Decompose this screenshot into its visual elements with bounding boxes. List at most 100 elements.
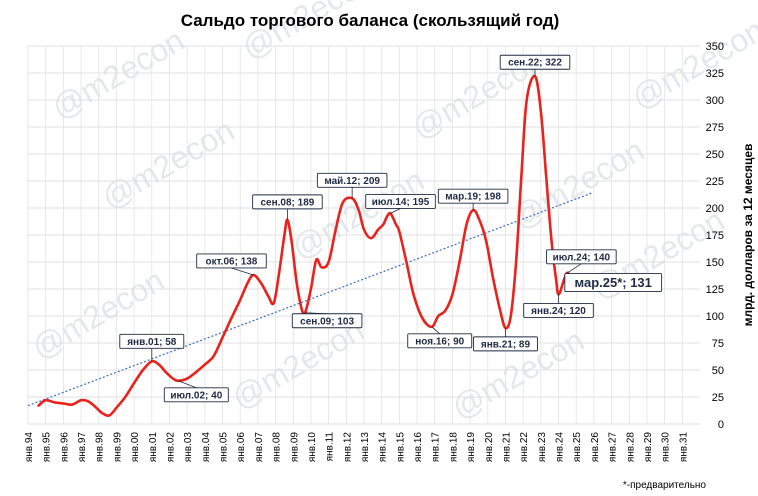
x-tick-label: янв.08 — [272, 432, 283, 463]
x-tick-label: янв.28 — [625, 432, 636, 463]
x-axis: янв.94 янв.95 янв.96 янв.97 янв.98 янв.99 янв.… — [24, 432, 689, 463]
x-tick-label: янв.24 — [555, 432, 566, 463]
x-tick-label: янв.15 — [395, 432, 406, 463]
chart-title: Сальдо торгового баланса (скользящий год… — [181, 11, 560, 30]
annotation-box — [546, 249, 617, 265]
watermark-text: @m2econ — [236, 0, 381, 66]
y-tick-label: 125 — [706, 284, 724, 296]
y-tick-label: 25 — [712, 392, 724, 404]
annotation-box — [196, 253, 267, 269]
watermark-text: @m2econ — [46, 22, 191, 126]
x-tick-label: янв.23 — [537, 432, 548, 463]
x-tick-label: янв.00 — [130, 432, 141, 463]
y-tick-label: 325 — [706, 68, 724, 80]
x-tick-label: янв.02 — [165, 432, 176, 463]
y-tick-label: 225 — [706, 176, 724, 188]
annotation-leader — [178, 380, 197, 389]
annotation-box — [407, 333, 473, 349]
x-tick-label: янв.04 — [201, 432, 212, 463]
y-tick-label: 75 — [712, 338, 724, 350]
x-tick-label: янв.19 — [466, 432, 477, 463]
annotation-label: окт.06; 138 — [206, 256, 258, 267]
x-tick-label: янв.97 — [77, 432, 88, 463]
annotation-box — [119, 333, 185, 349]
x-tick-label: янв.27 — [608, 432, 619, 463]
x-tick-label: янв.14 — [378, 432, 389, 463]
y-tick-label: 175 — [706, 230, 724, 242]
x-tick-label: янв.07 — [254, 432, 265, 463]
x-tick-label: янв.10 — [307, 432, 318, 463]
x-tick-label: янв.11 — [325, 432, 336, 462]
y-tick-label: 350 — [706, 41, 724, 53]
x-tick-label: янв.12 — [342, 432, 353, 463]
annotation-box — [316, 172, 388, 188]
annotation-box — [291, 313, 363, 329]
x-tick-label: янв.29 — [643, 432, 654, 463]
annotation-box — [365, 193, 436, 209]
x-tick-label: янв.25 — [572, 432, 583, 463]
annotation-box — [473, 336, 538, 352]
annotation-label: мар.19; 198 — [445, 192, 501, 203]
x-tick-label: янв.06 — [236, 432, 247, 463]
annotation-box — [523, 302, 594, 318]
y-axis-label: млрд. долларов за 12 месяцев — [741, 144, 755, 327]
x-tick-label: янв.03 — [183, 432, 194, 463]
watermark-text: @m2econ — [26, 262, 171, 366]
annotation-label: июл.24; 140 — [553, 252, 611, 263]
x-tick-label: янв.20 — [484, 432, 495, 463]
x-tick-label: янв.95 — [42, 432, 53, 463]
x-tick-label: янв.05 — [219, 432, 230, 463]
annotation-label: сен.08; 189 — [260, 197, 314, 208]
watermark-text: @m2econ — [626, 12, 758, 116]
annotation-box — [252, 194, 323, 210]
x-tick-label: янв.30 — [661, 432, 672, 463]
annotation-leader — [567, 263, 582, 274]
y-tick-label: 150 — [706, 257, 724, 269]
annotation-leader — [231, 267, 254, 276]
annotation-leader — [390, 208, 401, 214]
x-tick-label: янв.96 — [59, 432, 70, 463]
annotation-leader — [431, 326, 440, 335]
x-tick-label: янв.18 — [448, 432, 459, 463]
series-layer — [37, 74, 581, 417]
annotation-label: май.12; 209 — [324, 176, 380, 187]
annotation-label: сен.22; 322 — [508, 58, 562, 69]
x-tick-label: янв.31 — [678, 432, 689, 463]
x-tick-label: янв.94 — [24, 432, 35, 463]
annotation-label: ноя.16; 90 — [415, 336, 464, 347]
annotation-box — [437, 188, 509, 204]
annotation-label: янв.01; 58 — [127, 337, 177, 348]
x-tick-label: янв.09 — [289, 432, 300, 463]
annotation-label: мар.25*; 131 — [575, 275, 652, 290]
x-tick-label: янв.13 — [360, 432, 371, 463]
annotation-label: янв.24; 120 — [531, 306, 586, 317]
annotation-label: янв.21; 89 — [481, 339, 531, 350]
watermark-text: @m2econ — [506, 132, 651, 236]
y-tick-label: 275 — [706, 122, 724, 134]
x-tick-label: янв.98 — [95, 432, 106, 463]
footnote: *-предварительно — [623, 480, 707, 491]
y-tick-label: 200 — [706, 203, 724, 215]
x-tick-label: янв.99 — [112, 432, 123, 463]
grid-lines — [27, 45, 700, 425]
x-tick-label: янв.22 — [519, 432, 530, 463]
annotation-box — [499, 54, 571, 70]
y-tick-label: 50 — [712, 365, 724, 377]
series-line — [37, 74, 581, 417]
y-tick-label: 100 — [706, 311, 724, 323]
x-tick-label: янв.16 — [413, 432, 424, 463]
annotation-label: сен.09; 103 — [300, 316, 354, 327]
y-tick-label: 250 — [706, 149, 724, 161]
annotation-box — [163, 387, 229, 403]
trend-line-layer — [27, 192, 593, 407]
y-axis: 0 25 50 75 100 125 150 175 200 225 250 275 300 325 350 — [706, 41, 724, 431]
y-tick-label: 300 — [706, 95, 724, 107]
x-tick-label: янв.01 — [148, 432, 159, 463]
x-tick-label: янв.21 — [501, 432, 512, 463]
y-tick-label: 0 — [718, 419, 724, 431]
annotations-layer: янв.01; 58 июл.02; 40 окт.06; 138 сен.08; 1… — [119, 54, 663, 403]
x-tick-label: янв.26 — [590, 432, 601, 463]
annotation-box — [564, 273, 663, 292]
annotation-label: июл.02; 40 — [170, 390, 222, 401]
